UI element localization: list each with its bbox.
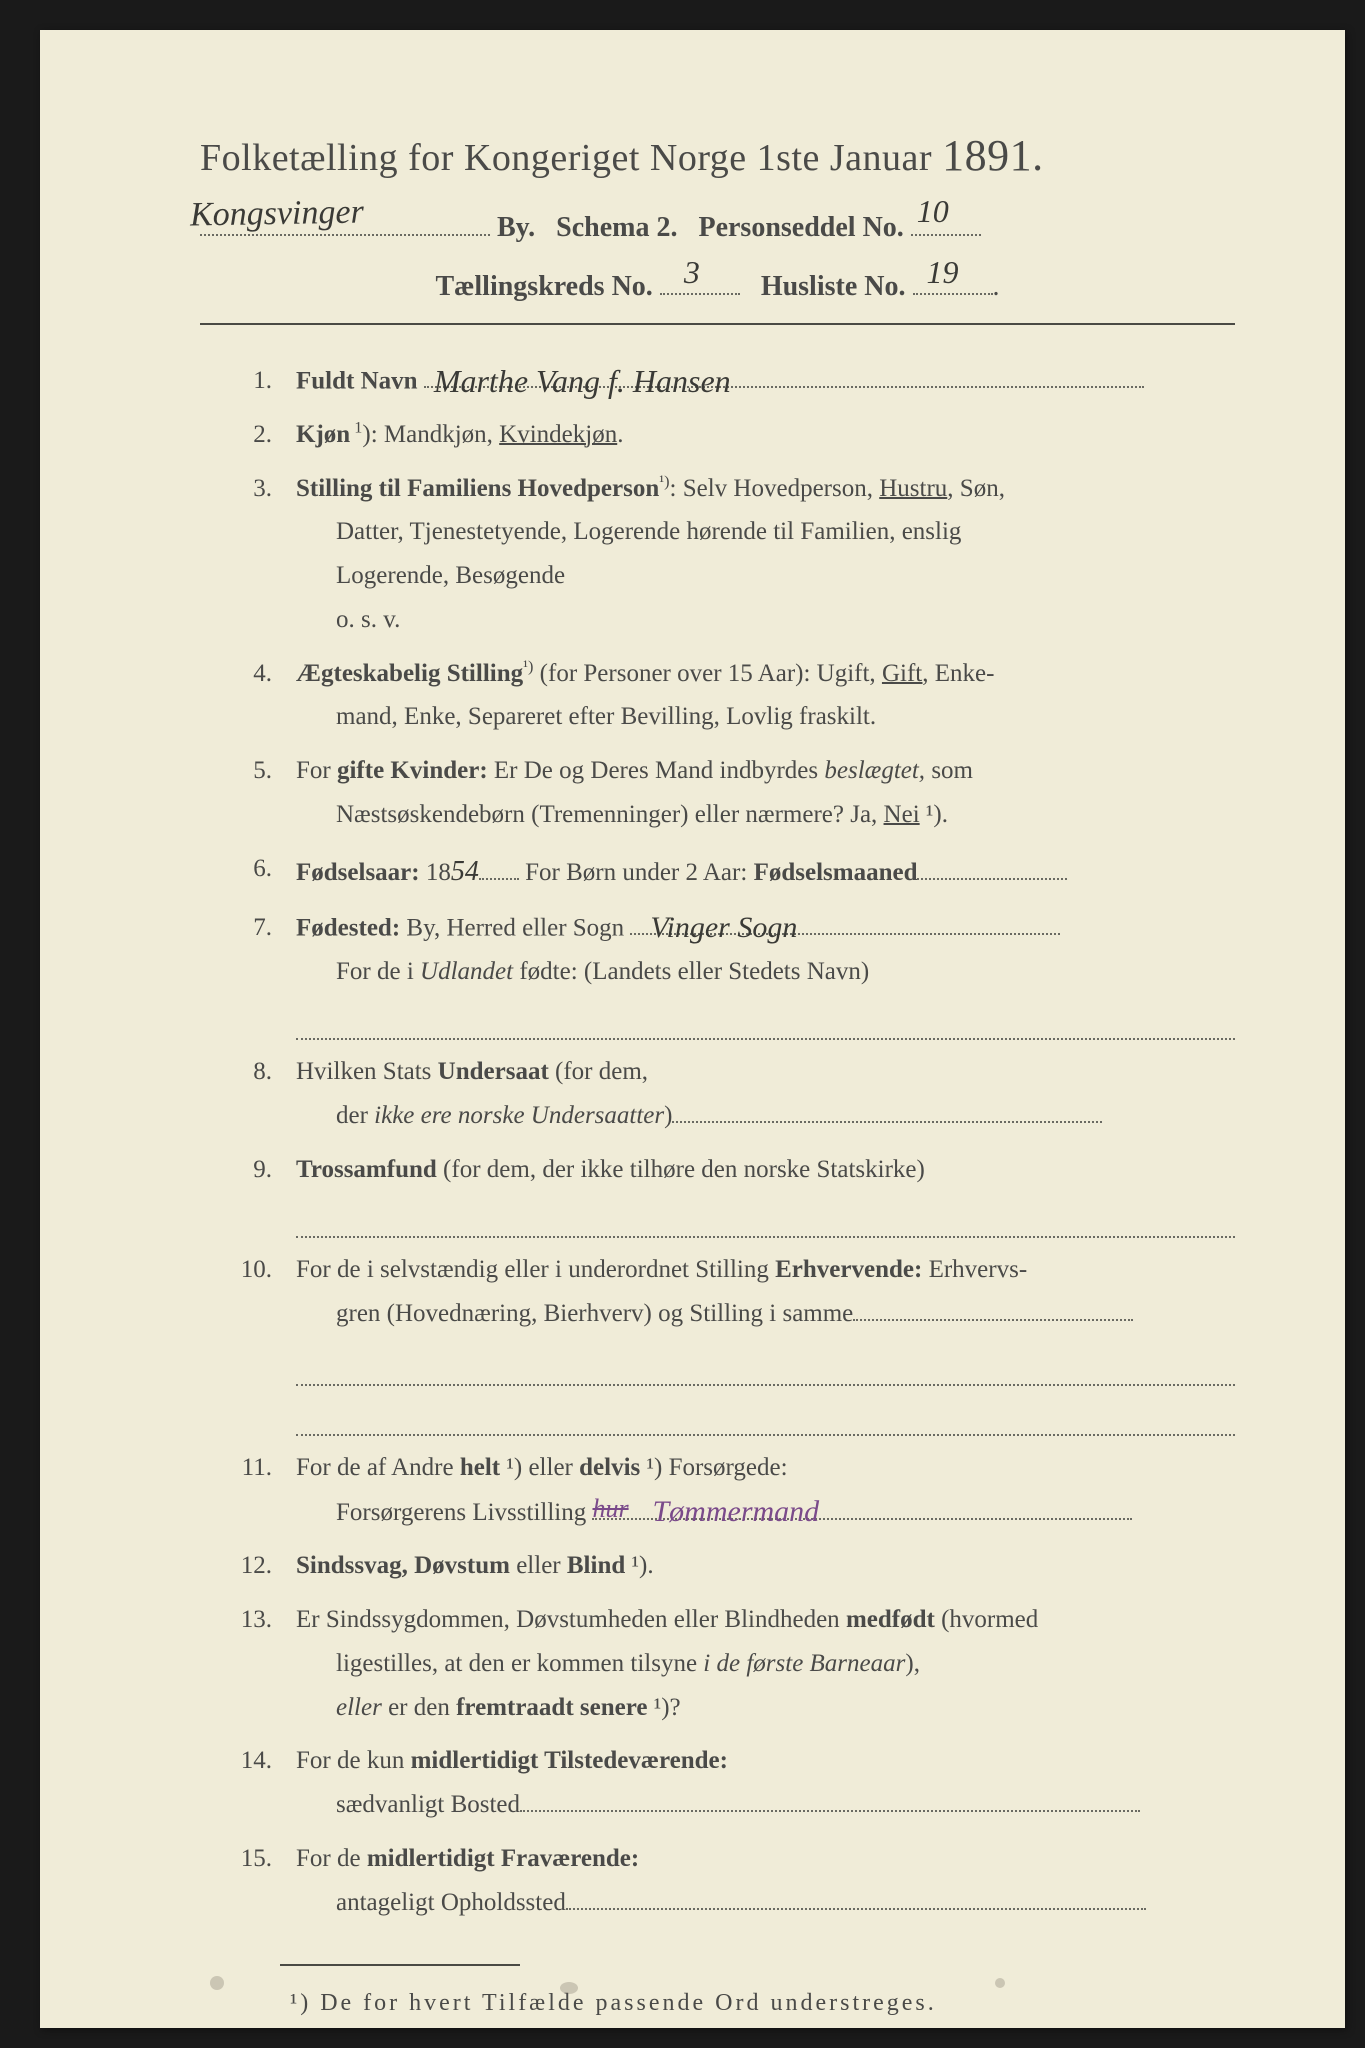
- item-2: 2. Kjøn 1): Mandkjøn, Kvindekjøn.: [200, 413, 1235, 457]
- item-4: 4. Ægteskabelig Stilling¹) (for Personer…: [200, 652, 1235, 740]
- item-number: 2.: [200, 413, 296, 457]
- selected-nei: Nei: [884, 801, 920, 828]
- item-9: 9. Trossamfund (for dem, der ikke tilhør…: [200, 1148, 1235, 1238]
- birthyear-handwritten: 54: [451, 847, 479, 896]
- divider-bottom: [280, 1964, 520, 1966]
- item-number: 7.: [200, 906, 296, 1041]
- scan-frame: Folketælling for Kongeriget Norge 1ste J…: [0, 0, 1365, 2048]
- item-14: 14. For de kun midlertidigt Tilstedevære…: [200, 1739, 1235, 1827]
- dotted-line: [296, 1203, 1235, 1238]
- city-handwritten: Kongsvinger: [190, 193, 364, 234]
- dotted-line: [296, 1402, 1235, 1437]
- personseddel-handwritten: 10: [917, 193, 949, 230]
- item-7: 7. Fødested: By, Herred eller Sogn Vinge…: [200, 906, 1235, 1041]
- title-year: 1891.: [942, 131, 1044, 180]
- husliste-field: 19: [913, 262, 993, 295]
- item-number: 4.: [200, 652, 296, 740]
- ink-spot: [995, 1978, 1005, 1988]
- item-number: 11.: [200, 1446, 296, 1534]
- kreds-label: Tællingskreds No.: [435, 271, 652, 302]
- item-13: 13. Er Sindssygdommen, Døvstumheden elle…: [200, 1598, 1235, 1729]
- item-15: 15. For de midlertidigt Fraværende: anta…: [200, 1837, 1235, 1925]
- header-line-2: Kongsvinger By. Schema 2. Personseddel N…: [200, 203, 1235, 244]
- item-number: 1.: [200, 359, 296, 403]
- selected-gift: Gift,: [882, 660, 929, 687]
- selected-hustru: Hustru: [879, 475, 947, 502]
- item-number: 9.: [200, 1148, 296, 1238]
- kreds-handwritten: 3: [684, 254, 700, 291]
- husliste-label: Husliste No.: [761, 271, 906, 302]
- name-handwritten: Marthe Vang f. Hansen: [434, 353, 731, 409]
- label: Fuldt Navn: [296, 367, 418, 394]
- item-3: 3. Stilling til Familiens Hovedperson¹):…: [200, 467, 1235, 642]
- item-11: 11. For de af Andre helt ¹) eller delvis…: [200, 1446, 1235, 1534]
- divider-top: [200, 323, 1235, 325]
- item-number: 6.: [200, 847, 296, 896]
- item-8: 8. Hvilken Stats Undersaat (for dem, der…: [200, 1050, 1235, 1138]
- dotted-line: [296, 1351, 1235, 1386]
- dot: .: [993, 271, 1000, 302]
- item-number: 3.: [200, 467, 296, 642]
- provider-strike-handwritten: hur: [592, 1486, 628, 1532]
- personseddel-label: Personseddel No.: [698, 212, 903, 243]
- footnote: ¹) De for hvert Tilfælde passende Ord un…: [290, 1990, 1235, 2017]
- city-field: Kongsvinger: [200, 203, 490, 236]
- name-field: Marthe Vang f. Hansen: [424, 359, 1144, 389]
- item-5: 5. For gifte Kvinder: Er De og Deres Man…: [200, 749, 1235, 837]
- birthplace-field: Vinger Sogn: [630, 906, 1060, 936]
- item-number: 5.: [200, 749, 296, 837]
- document-page: Folketælling for Kongeriget Norge 1ste J…: [40, 30, 1345, 2028]
- item-1: 1. Fuldt Navn Marthe Vang f. Hansen: [200, 359, 1235, 403]
- dotted-line: [296, 1006, 1235, 1041]
- kreds-field: 3: [660, 262, 740, 295]
- schema-label: Schema 2.: [556, 212, 677, 243]
- selected-kvindekjon: Kvindekjøn: [499, 421, 617, 448]
- item-number: 12.: [200, 1544, 296, 1588]
- title-text: Folketælling for Kongeriget Norge 1ste J…: [200, 137, 942, 179]
- item-number: 15.: [200, 1837, 296, 1925]
- item-10: 10. For de i selvstændig eller i underor…: [200, 1248, 1235, 1437]
- husliste-handwritten: 19: [927, 254, 959, 291]
- item-12: 12. Sindssvag, Døvstum eller Blind ¹).: [200, 1544, 1235, 1588]
- item-number: 13.: [200, 1598, 296, 1729]
- header-line-3: Tællingskreds No. 3 Husliste No. 19 .: [200, 262, 1235, 303]
- personseddel-field: 10: [911, 203, 981, 236]
- ink-spot: [210, 1976, 224, 1990]
- item-number: 10.: [200, 1248, 296, 1437]
- provider-handwritten: Tømmermand: [652, 1486, 819, 1539]
- form-items: 1. Fuldt Navn Marthe Vang f. Hansen 2. K…: [200, 359, 1235, 1925]
- item-number: 14.: [200, 1739, 296, 1827]
- provider-field: hur Tømmermand: [592, 1490, 1132, 1520]
- page-title: Folketælling for Kongeriget Norge 1ste J…: [200, 130, 1235, 181]
- item-number: 8.: [200, 1050, 296, 1138]
- ink-spot: [560, 1982, 578, 1994]
- item-6: 6. Fødselsaar: 1854 For Børn under 2 Aar…: [200, 847, 1235, 896]
- birthplace-handwritten: Vinger Sogn: [650, 902, 797, 955]
- by-label: By.: [497, 212, 535, 243]
